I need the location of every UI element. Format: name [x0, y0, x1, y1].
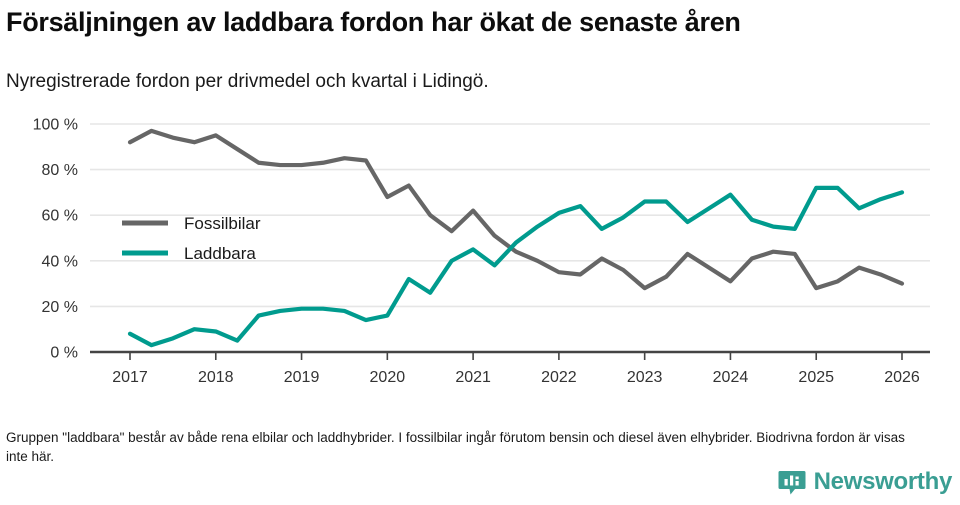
- gridlines: [90, 123, 930, 308]
- page-title: Försäljningen av laddbara fordon har öka…: [6, 7, 741, 37]
- x-axis-tick-labels: 2017 2018 2019 2020 2021 2022 2023 2024 2025 2026: [112, 369, 920, 386]
- y-axis-tick-labels: 0 % 20 % 40 % 60 % 80 % 100 %: [33, 117, 78, 362]
- x-axis-tick-label: 2021: [455, 369, 491, 386]
- x-axis-tick-label: 2020: [370, 369, 406, 386]
- x-axis-tick-label: 2024: [713, 369, 749, 386]
- y-axis-tick-label: 80 %: [42, 162, 78, 179]
- x-axis-tick-label: 2026: [884, 369, 920, 386]
- logo-wordmark: Newsworthy: [813, 468, 953, 495]
- legend-label: Laddbara: [184, 244, 256, 263]
- chart-footnote: Gruppen "laddbara" består av både rena e…: [6, 430, 905, 464]
- x-axis-tick-label: 2025: [798, 369, 834, 386]
- y-axis-tick-label: 20 %: [42, 299, 78, 316]
- y-axis-tick-label: 40 %: [42, 253, 78, 270]
- data-series-lines: [127, 128, 905, 348]
- chart-legend: Fossilbilar Laddbara: [122, 214, 261, 263]
- line-chart-svg: 0 % 20 % 40 % 60 % 80 % 100 % 2017 2018 2019 202…: [33, 117, 930, 386]
- y-axis-tick-label: 60 %: [42, 208, 78, 225]
- x-axis-tick-label: 2019: [284, 369, 320, 386]
- plot-area: 0 % 20 % 40 % 60 % 80 % 100 % 2017 2018 2019 202…: [0, 108, 960, 398]
- series-line-laddbara: [127, 185, 905, 348]
- y-axis-tick-label: 0 %: [50, 345, 78, 362]
- chart-subtitle: Nyregistrerade fordon per drivmedel och …: [6, 71, 489, 92]
- x-axis-tick-label: 2023: [627, 369, 663, 386]
- legend-label: Fossilbilar: [184, 214, 261, 233]
- x-axis-tick-label: 2018: [198, 369, 234, 386]
- newsworthy-logo: Newsworthy: [778, 468, 952, 496]
- y-axis-tick-label: 100 %: [33, 117, 78, 134]
- series-line-fossilbilar: [127, 128, 905, 291]
- x-axis-tick-label: 2022: [541, 369, 577, 386]
- bar-chart-speech-bubble-icon: [778, 471, 806, 495]
- x-axis: [90, 350, 930, 360]
- x-axis-tick-label: 2017: [112, 369, 148, 386]
